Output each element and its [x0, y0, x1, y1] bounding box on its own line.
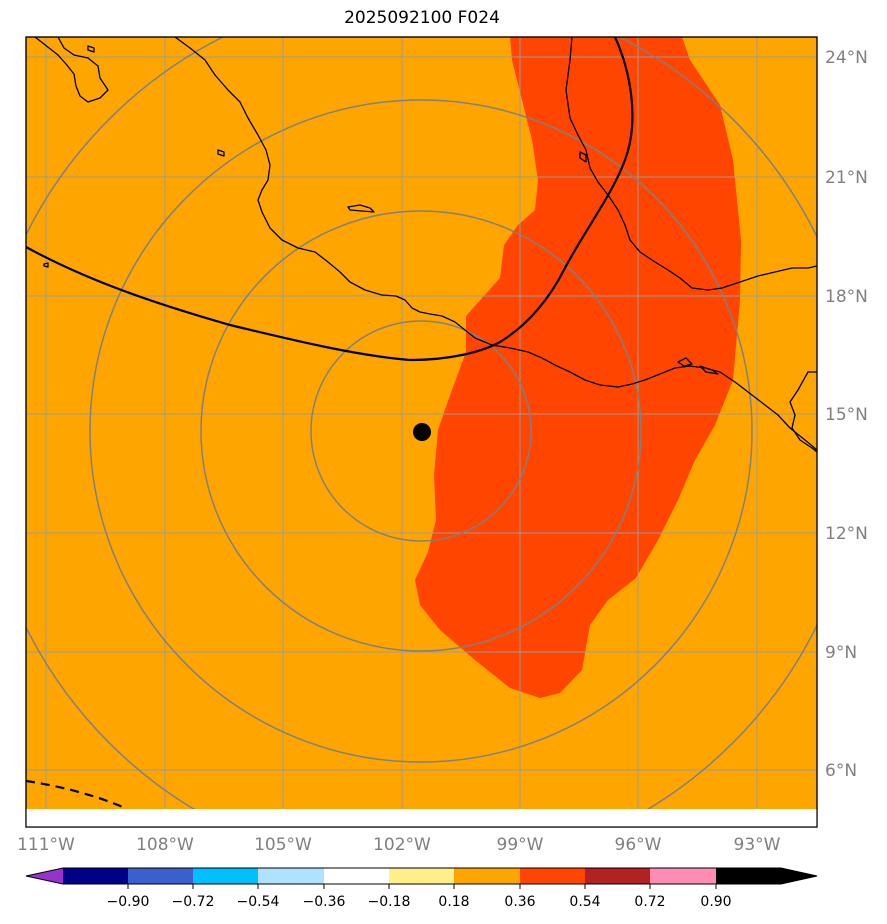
map-title: 2025092100 F024 [344, 8, 500, 28]
lon-label: 102°W [373, 835, 431, 855]
range-ring [89, 99, 753, 763]
colorbar-outline [25, 867, 818, 885]
lat-label: 18°N [825, 287, 868, 307]
island-6 [579, 151, 587, 163]
colorbar-tick-label: −0.72 [172, 894, 215, 910]
colorbar-segment [454, 868, 520, 884]
colorbar-segment [650, 868, 716, 884]
colorbar-segment [520, 868, 585, 884]
map-frame-outline [25, 36, 818, 828]
coastline-southeast [789, 371, 817, 453]
center-point-marker [413, 423, 431, 441]
colorbar-segment [585, 868, 650, 884]
colorbar-tick-label: 0.18 [438, 894, 469, 910]
island-3 [43, 262, 49, 268]
colorbar-extend-high [716, 868, 817, 884]
lon-label: 96°W [615, 835, 662, 855]
island-2 [347, 204, 375, 213]
coastlines [34, 37, 817, 453]
colorbar-tick-label: −0.54 [237, 894, 280, 910]
contour-line [26, 37, 634, 362]
range-rings [26, 37, 817, 809]
island-5 [699, 365, 719, 375]
island-7 [87, 45, 95, 53]
range-ring [200, 210, 642, 652]
colorbar-tick-label: 0.36 [504, 894, 535, 910]
colorbar-tick-label: 0.90 [700, 894, 731, 910]
island-1 [217, 149, 225, 157]
island-4 [677, 357, 693, 367]
coastline-mainland-west [174, 37, 817, 451]
lat-label: 21°N [825, 168, 868, 188]
gridlines [26, 37, 817, 809]
colorbar-tick-label: −0.36 [303, 894, 346, 910]
map-field [26, 37, 817, 809]
lat-label: 15°N [825, 405, 868, 425]
colorbar-tick-label: −0.18 [368, 894, 411, 910]
colorbar-tick-label: 0.54 [569, 894, 600, 910]
lon-label: 105°W [254, 835, 312, 855]
colorbar-ticks [127, 884, 717, 889]
colorbar-tick-label: −0.90 [107, 894, 150, 910]
lon-label: 108°W [136, 835, 194, 855]
lat-label: 6°N [825, 761, 857, 781]
colorbar-segment [193, 868, 258, 884]
longitude-labels: 111°W 108°W 105°W 102°W 99°W 96°W 93°W [17, 835, 781, 855]
colorbar: −0.90 −0.72 −0.54 −0.36 −0.18 0.18 0.36 … [25, 867, 818, 910]
lat-label: 9°N [825, 643, 857, 663]
range-ring [310, 320, 532, 542]
contour-line-dashed [26, 779, 126, 809]
latitude-labels: 24°N 21°N 18°N 15°N 12°N 9°N 6°N [825, 48, 868, 781]
lon-label: 111°W [17, 835, 75, 855]
colorbar-segment [258, 868, 324, 884]
colorbar-segment [324, 868, 389, 884]
colorbar-segment [128, 868, 193, 884]
coastline-peninsula [34, 37, 109, 103]
lat-label: 12°N [825, 524, 868, 544]
lon-label: 93°W [734, 835, 781, 855]
contour-lines [26, 37, 634, 809]
lat-label: 24°N [825, 48, 868, 68]
colorbar-segment [389, 868, 454, 884]
colorbar-extend-low [26, 868, 63, 884]
coastline-gulf [565, 37, 817, 291]
lon-label: 99°W [497, 835, 544, 855]
map-bottom-blank [26, 809, 817, 827]
colorbar-tick-label: 0.72 [634, 894, 665, 910]
colorbar-segment [63, 868, 128, 884]
